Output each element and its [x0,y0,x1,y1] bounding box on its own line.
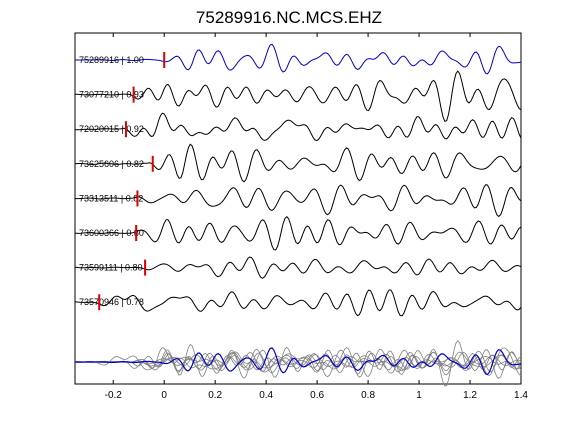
x-tick-label: 0 [161,390,167,401]
trace-line [74,256,522,279]
trace-line [74,70,522,123]
plot-frame [74,32,522,385]
stack-trace-line [74,347,522,373]
trace-line [74,143,522,183]
trace-line [74,289,522,317]
chart-title: 75289916.NC.MCS.EHZ [196,8,382,27]
trace-label: 73599111 | 0.80 [79,263,143,273]
x-tick-label: 0.8 [361,390,375,401]
waveform-traces: 75289916 | 1.00 73077210 | 0.93 72020015 |… [74,43,522,317]
trace-label: 73570946 | 0.78 [79,297,144,307]
stack-trace-line [74,349,522,379]
trace-label: 75289916 | 1.00 [79,55,144,65]
trace-label: 73077210 | 0.93 [79,90,144,100]
x-axis: -0.2 0 0.2 0.4 0.6 0.8 1 1.2 1.4 [105,33,528,401]
x-tick-label: -0.2 [105,390,123,401]
x-tick-label: 1.2 [463,390,477,401]
trace-line [74,112,522,142]
x-tick-label: 1.4 [514,390,528,401]
trace-label: 73600366 | 0.80 [79,228,144,238]
trace-label: 73313511 | 0.82 [79,193,143,203]
stacked-waveforms [74,340,522,387]
trace-line [74,184,522,218]
x-tick-label: 0.6 [310,390,324,401]
x-tick-label: 0.4 [259,390,273,401]
trace-label: 72020015 | 0.92 [79,124,144,134]
trace-line [74,43,522,75]
x-tick-label: 1 [416,390,422,401]
x-tick-label: 0.2 [208,390,222,401]
trace-label: 73625606 | 0.82 [79,159,144,169]
stack-trace-line [74,347,522,376]
trace-line [74,215,522,251]
stack-trace-line [75,340,522,387]
